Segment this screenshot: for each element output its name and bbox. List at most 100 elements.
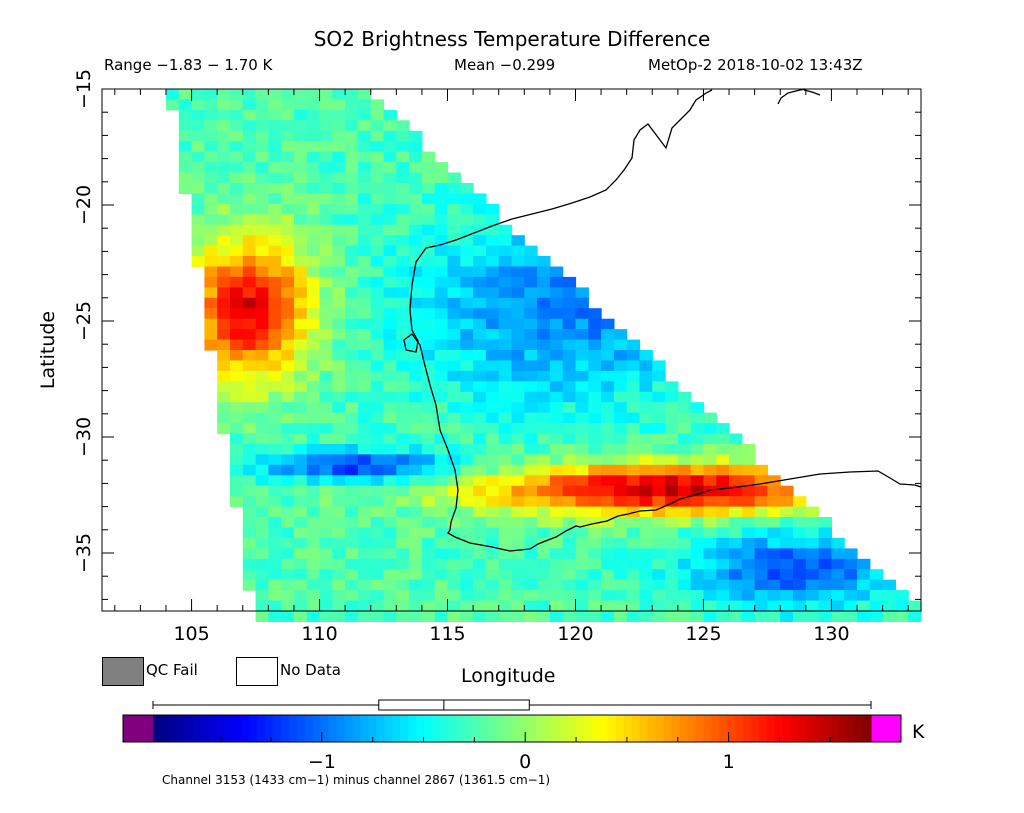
heatmap-cell: [665, 444, 679, 455]
heatmap-cell: [357, 454, 372, 466]
heatmap-cell: [729, 485, 743, 497]
heatmap-cell: [793, 569, 807, 581]
heatmap-cell: [268, 297, 282, 309]
heatmap-cell: [281, 245, 295, 257]
heatmap-cell: [332, 130, 346, 142]
heatmap-cell: [549, 350, 564, 361]
heatmap-cell: [652, 569, 666, 581]
heatmap-cell: [357, 537, 372, 549]
heatmap-cell: [562, 464, 577, 476]
heatmap-cell: [357, 506, 372, 518]
heatmap-cell: [332, 412, 346, 424]
heatmap-cell: [460, 297, 474, 309]
heatmap-cell: [230, 339, 244, 351]
heatmap-cell: [217, 360, 231, 372]
heatmap-cell: [294, 485, 308, 497]
heatmap-cell: [281, 224, 295, 236]
heatmap-cell: [537, 360, 551, 372]
heatmap-cell: [601, 360, 615, 372]
heatmap-cell: [204, 287, 218, 299]
heatmap-cell: [294, 287, 308, 299]
heatmap-cell: [217, 412, 231, 424]
heatmap-cell: [601, 423, 615, 435]
heatmap-cell: [524, 558, 538, 570]
heatmap-cell: [805, 537, 820, 549]
heatmap-cell: [409, 558, 423, 570]
colorbar-segment: [767, 715, 776, 742]
heatmap-cell: [396, 370, 410, 382]
heatmap-cell: [626, 339, 641, 351]
heatmap-cell: [409, 266, 423, 278]
colorbar-segment: [192, 715, 202, 742]
heatmap-cell: [421, 360, 436, 372]
colorbar-segment: [751, 715, 760, 742]
heatmap-cell: [473, 600, 487, 612]
heatmap-cell: [716, 517, 730, 528]
heatmap-cell: [306, 506, 321, 518]
heatmap-cell: [409, 141, 423, 153]
heatmap-cell: [421, 235, 436, 247]
heatmap-cell: [332, 266, 346, 278]
heatmap-cell: [383, 245, 397, 257]
heatmap-cell: [357, 308, 372, 320]
heatmap-cell: [281, 423, 295, 435]
heatmap-cell: [319, 120, 333, 132]
heatmap-cell: [396, 224, 410, 236]
heatmap-cell: [498, 548, 513, 560]
heatmap-cell: [729, 548, 743, 560]
heatmap-cell: [383, 318, 397, 330]
heatmap-cell: [562, 350, 577, 361]
heatmap-cell: [639, 360, 653, 372]
heatmap-cell: [306, 287, 321, 299]
heatmap-cell: [767, 537, 781, 549]
x-axis-ticks: 105 110 115 120 125 130: [114, 89, 909, 645]
heatmap-cell: [575, 423, 589, 435]
heatmap-cell: [741, 506, 756, 518]
heatmap-cell: [677, 517, 692, 528]
colorbar-segment: [839, 715, 848, 742]
heatmap-cell: [473, 391, 487, 403]
heatmap-cell: [319, 162, 333, 174]
heatmap-cell: [383, 381, 397, 393]
heatmap-cell: [601, 391, 615, 403]
heatmap-cell: [588, 569, 602, 581]
heatmap-cell: [345, 558, 359, 570]
heatmap-cell: [217, 287, 231, 299]
heatmap-cell: [255, 433, 269, 445]
mean-value-text: Mean −0.299: [454, 56, 556, 74]
heatmap-cell: [191, 130, 205, 142]
heatmap-cell: [242, 287, 257, 299]
heatmap-cell: [255, 276, 269, 288]
heatmap-cell: [409, 214, 423, 226]
heatmap-cell: [613, 391, 628, 403]
heatmap-cell: [230, 141, 244, 153]
heatmap-cell: [319, 224, 333, 236]
heatmap-cell: [409, 130, 423, 142]
heatmap-cell: [716, 475, 730, 487]
heatmap-cell: [255, 151, 269, 163]
x-tick-label: 120: [557, 623, 593, 645]
heatmap-cell: [383, 308, 397, 320]
heatmap-cell: [498, 360, 513, 372]
heatmap-cell: [319, 308, 333, 320]
heatmap-cell: [601, 590, 615, 602]
heatmap-cell: [447, 454, 461, 466]
heatmap-cell: [230, 318, 244, 330]
heatmap-cell: [460, 444, 474, 455]
heatmap-cell: [242, 485, 257, 497]
heatmap-cell: [754, 527, 768, 539]
heatmap-cell: [460, 391, 474, 403]
colorbar-frame: [122, 714, 902, 743]
heatmap-cell: [524, 350, 538, 361]
heatmap-cell: [549, 590, 564, 602]
colorbar-segment: [695, 715, 705, 742]
chart-title: SO2 Brightness Temperature Difference: [313, 27, 711, 51]
heatmap-cell: [434, 276, 449, 288]
heatmap-cell: [473, 485, 487, 497]
heatmap-cell: [357, 590, 372, 602]
heatmap-cell: [217, 203, 231, 215]
heatmap-cell: [575, 381, 589, 393]
heatmap-cell: [255, 266, 269, 278]
heatmap-cell: [473, 318, 487, 330]
heatmap-cell: [613, 527, 628, 539]
